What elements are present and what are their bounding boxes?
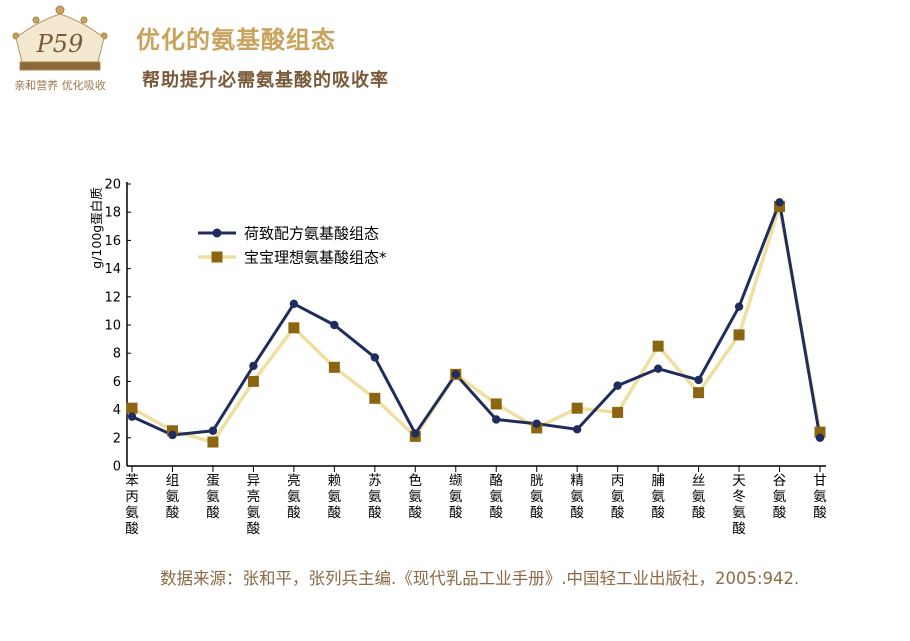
x-tick-label: 色氨酸 <box>409 472 423 521</box>
series-2-point <box>247 375 259 387</box>
x-tick-label: 组氨酸 <box>166 473 180 521</box>
series-1-point <box>775 198 784 207</box>
x-tick-label: 精氨酸 <box>570 473 584 521</box>
series-2-point <box>490 398 502 410</box>
y-tick-label: 6 <box>113 375 121 390</box>
y-tick-label: 10 <box>104 319 121 334</box>
y-tick-label: 4 <box>113 403 121 418</box>
series-1-point <box>208 426 218 435</box>
crown-icon: P59 <box>12 5 108 71</box>
series-2-point <box>571 402 583 414</box>
x-tick-label: 苯丙氨酸 <box>125 473 139 537</box>
series-lines <box>131 200 822 444</box>
series-2-point <box>652 340 664 352</box>
x-tick-label: 蛋氨酸 <box>206 473 220 521</box>
series-1-point <box>613 381 622 390</box>
legend-label-1: 荷致配方氨基酸组态 <box>244 225 379 243</box>
series-1-point <box>249 361 258 371</box>
series-2-point <box>328 361 340 373</box>
x-tick-label: 胱氨酸 <box>530 473 544 521</box>
page-title: 优化的氨基酸组态 <box>136 26 336 54</box>
series-1-point <box>370 353 380 362</box>
series-1-point <box>492 415 501 424</box>
y-tick-label: 18 <box>104 206 121 221</box>
x-tick-label: 脯氨酸 <box>651 473 665 521</box>
series-1-point <box>127 412 137 421</box>
series-1-point <box>330 320 339 330</box>
series-2-point <box>774 201 786 213</box>
series-2-point <box>288 322 300 334</box>
series-1-point <box>411 429 420 438</box>
series-1-point <box>168 430 177 440</box>
series-2-point <box>693 387 705 399</box>
x-tick-label: 异亮氨酸 <box>247 473 261 537</box>
series-line-1 <box>131 200 822 439</box>
y-axis-label: g/100g蛋白质 <box>89 187 104 268</box>
series-1-point <box>289 299 299 309</box>
x-tick-label: 丝氨酸 <box>692 473 706 521</box>
x-tick-label: 亮氨酸 <box>287 472 301 521</box>
series-1-point <box>734 302 744 311</box>
series-1-point <box>572 425 582 434</box>
legend-swatch-marker-2 <box>211 251 223 263</box>
series-1-point <box>653 364 663 373</box>
logo-caption: 亲和营养 优化吸收 <box>14 79 106 92</box>
y-tick-label: 16 <box>104 234 121 249</box>
legend-swatch-marker-1 <box>212 228 222 238</box>
series-2-point <box>814 426 826 438</box>
data-source-note: 数据来源：张和平，张列兵主编.《现代乳品工业手册》.中国轻工业出版社，2005:… <box>160 569 800 588</box>
x-tick-label: 酪氨酸 <box>489 473 503 521</box>
y-tick-label: 8 <box>113 347 121 362</box>
series-2-point <box>612 406 624 418</box>
x-tick-label: 缬氨酸 <box>449 473 463 521</box>
x-tick-label: 谷氨酸 <box>773 473 787 521</box>
series-line-2 <box>131 204 822 444</box>
y-tick-label: 14 <box>104 262 121 277</box>
brand-logo: P59 <box>6 2 114 96</box>
y-tick-label: 20 <box>104 178 121 193</box>
series-2-point <box>531 422 543 434</box>
logo-text: P59 <box>36 30 84 58</box>
x-tick-label: 苏氨酸 <box>368 473 382 521</box>
series-markers <box>126 198 826 448</box>
series-2-point <box>126 402 138 414</box>
x-tick-label: 甘氨酸 <box>813 473 827 521</box>
page-subtitle: 帮助提升必需氨基酸的吸收率 <box>142 70 389 91</box>
legend-label-2: 宝宝理想氨基酸组态* <box>244 249 387 267</box>
x-tick-label: 天冬氨酸 <box>732 473 746 537</box>
series-2-point <box>207 436 219 448</box>
series-2-point <box>166 425 178 437</box>
series-1-point <box>815 433 825 442</box>
series-1-point <box>694 375 703 385</box>
y-tick-label: 2 <box>113 431 121 446</box>
series-1-point <box>451 370 460 379</box>
series-1-point <box>532 419 541 428</box>
x-tick-label: 赖氨酸 <box>328 473 342 521</box>
chart-axes: 0 2 4 6 8 10 12 14 16 18 20 苯丙氨酸 组氨酸 蛋氨酸 异亮氨酸 亮氨酸 赖氨酸 苏氨酸… <box>104 178 827 538</box>
series-2-point <box>733 329 745 341</box>
x-tick-label: 丙氨酸 <box>611 473 625 521</box>
y-tick-label: 12 <box>104 290 121 305</box>
series-2-point <box>369 392 381 404</box>
y-tick-label: 0 <box>113 460 121 475</box>
